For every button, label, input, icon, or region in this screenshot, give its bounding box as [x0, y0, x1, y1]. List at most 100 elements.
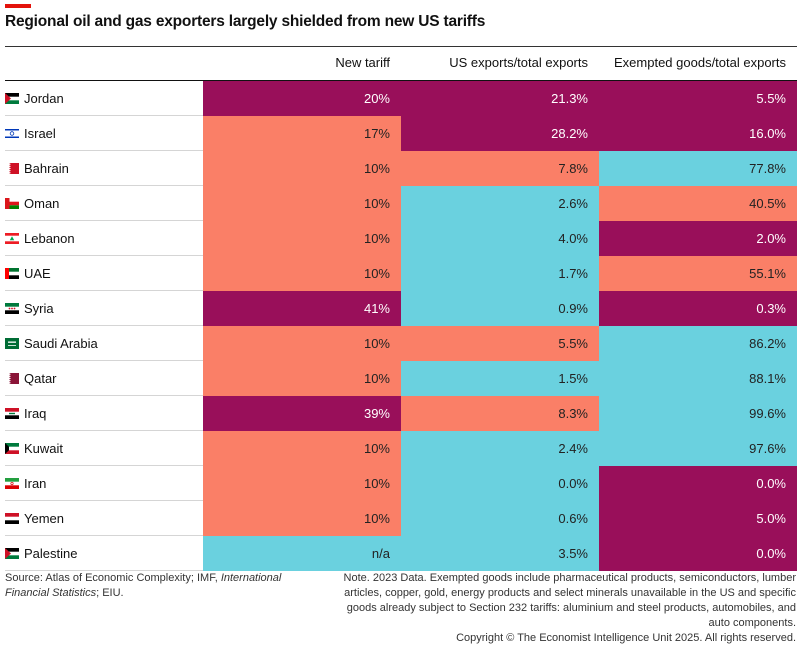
cell-exempted-goods: 0.3%: [599, 291, 797, 326]
country-name: Iran: [24, 476, 47, 491]
table-row: Bahrain 10% 7.8% 77.8%: [5, 151, 797, 186]
country-label: Saudi Arabia: [5, 326, 203, 361]
country-label: Yemen: [5, 501, 203, 536]
flag-yemen-icon: [5, 513, 19, 524]
flag-oman-icon: [5, 198, 19, 209]
row-divider: [5, 115, 203, 116]
country-label: Iraq: [5, 396, 203, 431]
row-divider: [5, 150, 203, 151]
flag-jordan-icon: [5, 93, 19, 104]
cell-exempted-goods: 97.6%: [599, 431, 797, 466]
flag-syria-icon: [5, 303, 19, 314]
country-label: Kuwait: [5, 431, 203, 466]
cell-us-exports: 5.5%: [401, 326, 599, 361]
column-header-exempted-goods: Exempted goods/total exports: [614, 55, 786, 70]
table-row: Palestine n/a 3.5% 0.0%: [5, 536, 797, 571]
row-divider: [5, 325, 203, 326]
row-divider: [5, 395, 203, 396]
table-row: UAE 10% 1.7% 55.1%: [5, 256, 797, 291]
cell-new-tariff: 39%: [203, 396, 401, 431]
cell-exempted-goods: 16.0%: [599, 116, 797, 151]
cell-exempted-goods: 86.2%: [599, 326, 797, 361]
cell-new-tariff: 10%: [203, 326, 401, 361]
cell-us-exports: 8.3%: [401, 396, 599, 431]
cell-us-exports: 1.7%: [401, 256, 599, 291]
row-divider: [5, 290, 203, 291]
cell-us-exports: 0.6%: [401, 501, 599, 536]
methodology-note: Note. 2023 Data. Exempted goods include …: [343, 572, 796, 629]
cell-exempted-goods: 88.1%: [599, 361, 797, 396]
cell-us-exports: 1.5%: [401, 361, 599, 396]
cell-us-exports: 21.3%: [401, 81, 599, 116]
cell-new-tariff: 10%: [203, 501, 401, 536]
flag-iran-icon: [5, 478, 19, 489]
table-row: Saudi Arabia 10% 5.5% 86.2%: [5, 326, 797, 361]
header-rule: [5, 80, 797, 81]
row-divider: [5, 430, 203, 431]
table-row: Yemen 10% 0.6% 5.0%: [5, 501, 797, 536]
column-header-new-tariff: New tariff: [335, 55, 390, 70]
cell-exempted-goods: 99.6%: [599, 396, 797, 431]
copyright: Copyright © The Economist Intelligence U…: [456, 632, 796, 644]
country-label: Palestine: [5, 536, 203, 571]
cell-new-tariff: 10%: [203, 466, 401, 501]
row-divider: [5, 185, 203, 186]
cell-new-tariff: 17%: [203, 116, 401, 151]
table-row: Lebanon 10% 4.0% 2.0%: [5, 221, 797, 256]
row-divider: [5, 255, 203, 256]
country-name: Qatar: [24, 371, 57, 386]
cell-new-tariff: 41%: [203, 291, 401, 326]
row-divider: [5, 465, 203, 466]
row-divider: [5, 535, 203, 536]
table-row: Israel 17% 28.2% 16.0%: [5, 116, 797, 151]
country-name: Yemen: [24, 511, 64, 526]
country-label: Syria: [5, 291, 203, 326]
flag-saudi-arabia-icon: [5, 338, 19, 349]
cell-exempted-goods: 5.0%: [599, 501, 797, 536]
country-name: UAE: [24, 266, 51, 281]
cell-new-tariff: 10%: [203, 256, 401, 291]
flag-qatar-icon: [5, 373, 19, 384]
country-label: Oman: [5, 186, 203, 221]
table-row: Qatar 10% 1.5% 88.1%: [5, 361, 797, 396]
cell-new-tariff: 10%: [203, 431, 401, 466]
top-rule: [5, 46, 797, 47]
table-row: Syria 41% 0.9% 0.3%: [5, 291, 797, 326]
column-header-us-exports: US exports/total exports: [449, 55, 588, 70]
cell-exempted-goods: 5.5%: [599, 81, 797, 116]
flag-lebanon-icon: [5, 233, 19, 244]
country-label: UAE: [5, 256, 203, 291]
row-divider: [5, 570, 203, 571]
flag-israel-icon: [5, 128, 19, 139]
country-name: Lebanon: [24, 231, 75, 246]
row-divider: [5, 500, 203, 501]
country-name: Saudi Arabia: [24, 336, 98, 351]
country-name: Syria: [24, 301, 54, 316]
cell-us-exports: 3.5%: [401, 536, 599, 571]
country-label: Israel: [5, 116, 203, 151]
accent-bar: [5, 4, 31, 8]
country-name: Palestine: [24, 546, 78, 561]
flag-bahrain-icon: [5, 163, 19, 174]
row-divider: [5, 220, 203, 221]
cell-new-tariff: 10%: [203, 186, 401, 221]
table-row: Iraq 39% 8.3% 99.6%: [5, 396, 797, 431]
flag-iraq-icon: [5, 408, 19, 419]
country-label: Jordan: [5, 81, 203, 116]
row-divider: [5, 360, 203, 361]
source-note: Source: Atlas of Economic Complexity; IM…: [5, 572, 282, 599]
country-name: Kuwait: [24, 441, 64, 456]
table-row: Iran 10% 0.0% 0.0%: [5, 466, 797, 501]
cell-us-exports: 2.4%: [401, 431, 599, 466]
cell-new-tariff: 20%: [203, 81, 401, 116]
cell-us-exports: 2.6%: [401, 186, 599, 221]
cell-new-tariff: 10%: [203, 151, 401, 186]
table-row: Kuwait 10% 2.4% 97.6%: [5, 431, 797, 466]
country-name: Jordan: [24, 91, 64, 106]
cell-exempted-goods: 2.0%: [599, 221, 797, 256]
cell-new-tariff: 10%: [203, 221, 401, 256]
country-name: Oman: [24, 196, 60, 211]
cell-us-exports: 4.0%: [401, 221, 599, 256]
country-label: Bahrain: [5, 151, 203, 186]
flag-kuwait-icon: [5, 443, 19, 454]
